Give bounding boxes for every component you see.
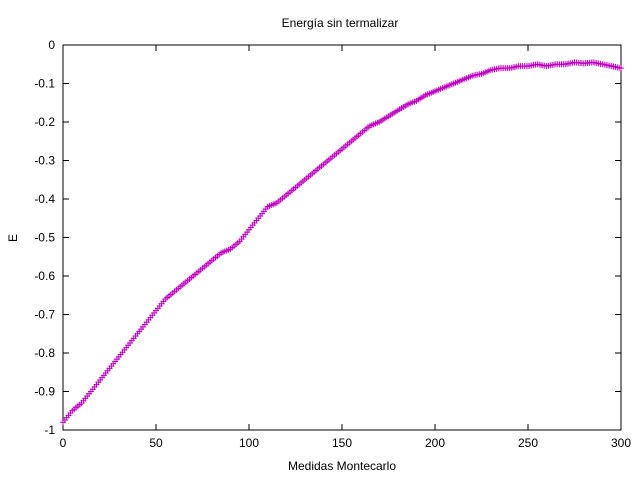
y-tick-label: -0.7 [34, 308, 55, 322]
x-tick-label: 200 [425, 436, 445, 450]
y-axis-ticks: 0 -0.1 -0.2 -0.3 -0.4 -0.5 -0.6 -0.7 -0.8 -0.9 -1 [34, 38, 621, 437]
chart-title: Energía sin termalizar [282, 16, 399, 30]
y-tick-label: -0.5 [34, 231, 55, 245]
y-tick-label: -0.3 [34, 154, 55, 168]
series-points [60, 59, 624, 426]
y-tick-label: -0.1 [34, 77, 55, 91]
plot-frame [62, 44, 622, 431]
y-tick-label: -0.9 [34, 385, 55, 399]
x-axis-label: Medidas Montecarlo [288, 459, 396, 473]
y-tick-label: -0.4 [34, 192, 55, 206]
y-tick-label: -0.6 [34, 269, 55, 283]
x-tick-label: 50 [149, 436, 163, 450]
y-tick-label: -1 [44, 423, 55, 437]
x-tick-label: 300 [611, 436, 631, 450]
y-tick-label: -0.8 [34, 346, 55, 360]
y-tick-label: 0 [48, 38, 55, 52]
y-tick-label: -0.2 [34, 115, 55, 129]
x-tick-label: 150 [332, 436, 352, 450]
data-point [618, 65, 624, 72]
x-tick-label: 0 [60, 436, 67, 450]
x-tick-label: 100 [239, 436, 259, 450]
x-axis-ticks: 0 50 100 150 200 250 300 [60, 45, 631, 450]
x-tick-label: 250 [518, 436, 538, 450]
y-axis-label: E [6, 234, 20, 242]
